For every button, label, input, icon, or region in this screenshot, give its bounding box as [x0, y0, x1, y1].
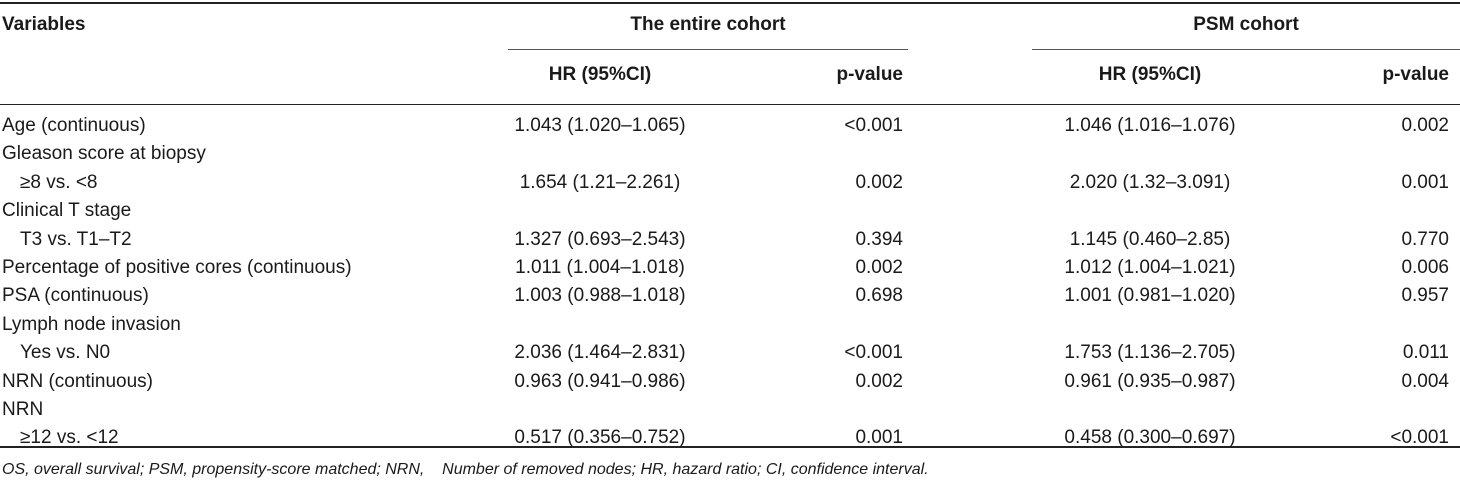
- table-bottom-rule: [0, 446, 1460, 448]
- cell-p-psm: 0.001: [1401, 171, 1449, 193]
- table-row: Lymph node invasion: [0, 311, 1460, 339]
- cell-variable: NRN (continuous): [2, 370, 153, 392]
- cell-p-entire: 0.002: [855, 257, 903, 278]
- cell-p-entire: 0.002: [855, 370, 903, 392]
- table-row: PSA (continuous) 1.003 (0.988–1.018) 0.698…: [0, 282, 1460, 310]
- table-top-rule: [0, 2, 1460, 4]
- table-row: T3 vs. T1–T2 1.327 (0.693–2.543) 0.394 1.14…: [0, 226, 1460, 254]
- table-row: NRN (continuous) 0.963 (0.941–0.986) 0.002…: [0, 368, 1460, 396]
- cell-p-psm: 0.957: [1401, 285, 1449, 307]
- header-bottom-rule: [0, 104, 1460, 105]
- cell-hr-psm: 1.012 (1.004–1.021): [1064, 257, 1236, 278]
- psm-cohort-underline: [1032, 49, 1460, 50]
- cell-variable: Age (continuous): [2, 115, 146, 136]
- cell-p-entire: <0.001: [844, 342, 903, 364]
- cell-p-entire: 0.001: [855, 427, 903, 449]
- cell-hr-psm: 1.145 (0.460–2.85): [1069, 228, 1231, 250]
- table-row: ≥8 vs. <8 1.654 (1.21–2.261) 0.002 2.020 (1…: [0, 169, 1460, 197]
- table-row: Percentage of positive cores (continuous…: [0, 254, 1460, 282]
- cell-variable: ≥8 vs. <8: [20, 171, 98, 193]
- table-row: Age (continuous) 1.043 (1.020–1.065) <0.00…: [0, 112, 1460, 140]
- cell-hr-psm: 1.753 (1.136–2.705): [1064, 342, 1236, 364]
- cell-hr-entire: 1.003 (0.988–1.018): [514, 285, 686, 307]
- header-psm-cohort: PSM cohort: [1193, 14, 1299, 35]
- table-row: Clinical T stage: [0, 197, 1460, 225]
- cell-hr-entire: 1.043 (1.020–1.065): [514, 115, 686, 136]
- cell-p-entire: 0.394: [855, 228, 903, 250]
- cell-hr-entire: 1.011 (1.004–1.018): [515, 257, 685, 278]
- table-row: Yes vs. N0 2.036 (1.464–2.831) <0.001 1.753…: [0, 339, 1460, 367]
- cell-p-entire: <0.001: [844, 115, 903, 136]
- cell-p-psm: 0.002: [1401, 115, 1449, 136]
- header-hr-entire: HR (95%CI): [548, 64, 652, 85]
- cell-p-psm: 0.004: [1401, 370, 1449, 392]
- cell-variable: Clinical T stage: [2, 200, 132, 222]
- cell-hr-psm: 0.961 (0.935–0.987): [1064, 370, 1236, 392]
- cell-variable: Yes vs. N0: [20, 342, 111, 364]
- cell-hr-psm: 1.001 (0.981–1.020): [1064, 285, 1236, 307]
- table-row: NRN: [0, 396, 1460, 424]
- cell-hr-entire: 0.963 (0.941–0.986): [514, 370, 686, 392]
- table-row: Gleason score at biopsy: [0, 140, 1460, 168]
- cell-hr-entire: 0.517 (0.356–0.752): [514, 427, 686, 449]
- cell-p-entire: 0.002: [855, 171, 903, 193]
- cell-variable: Lymph node invasion: [2, 313, 181, 335]
- cell-variable: ≥12 vs. <12: [20, 427, 119, 449]
- cell-hr-psm: 0.458 (0.300–0.697): [1064, 427, 1236, 449]
- cell-p-psm: 0.011: [1402, 342, 1449, 364]
- cell-variable: Gleason score at biopsy: [2, 143, 206, 165]
- cell-p-entire: 0.698: [855, 285, 903, 307]
- cell-p-psm: <0.001: [1390, 427, 1449, 449]
- cell-variable: Percentage of positive cores (continuous…: [2, 257, 352, 278]
- table-footnote: OS, overall survival; PSM, propensity-sc…: [2, 461, 929, 478]
- header-p-entire: p-value: [836, 64, 903, 85]
- cell-hr-entire: 2.036 (1.464–2.831): [514, 342, 686, 364]
- cell-variable: PSA (continuous): [2, 285, 149, 307]
- header-entire-cohort: The entire cohort: [630, 14, 786, 35]
- cell-variable: NRN: [2, 399, 44, 420]
- cell-hr-entire: 1.654 (1.21–2.261): [519, 171, 681, 193]
- table-row: ≥12 vs. <12 0.517 (0.356–0.752) 0.001 0.458…: [0, 424, 1460, 452]
- cell-p-psm: 0.006: [1401, 257, 1449, 278]
- cell-p-psm: 0.770: [1401, 228, 1449, 250]
- cell-hr-psm: 2.020 (1.32–3.091): [1069, 171, 1231, 193]
- header-p-psm: p-value: [1382, 64, 1449, 85]
- header-hr-psm: HR (95%CI): [1098, 64, 1202, 85]
- cell-hr-entire: 1.327 (0.693–2.543): [514, 228, 686, 250]
- cell-variable: T3 vs. T1–T2: [20, 228, 132, 250]
- header-variables: Variables: [2, 14, 86, 35]
- cell-hr-psm: 1.046 (1.016–1.076): [1064, 115, 1236, 136]
- entire-cohort-underline: [508, 49, 908, 50]
